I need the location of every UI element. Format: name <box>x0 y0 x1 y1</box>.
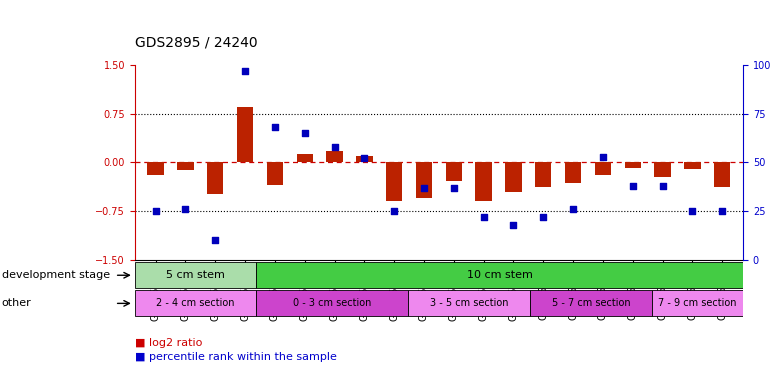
Bar <box>266 162 283 185</box>
Bar <box>326 151 343 162</box>
Text: 5 - 7 cm section: 5 - 7 cm section <box>551 298 631 308</box>
Bar <box>714 162 731 187</box>
Bar <box>535 162 551 187</box>
Bar <box>685 162 701 169</box>
Point <box>209 237 222 243</box>
Bar <box>416 162 432 198</box>
Bar <box>177 162 193 170</box>
Point <box>597 153 609 159</box>
Bar <box>135 290 256 316</box>
Bar <box>651 290 743 316</box>
Bar <box>256 290 409 316</box>
Point <box>149 208 162 214</box>
Bar <box>565 162 581 183</box>
Point <box>716 208 728 214</box>
Bar <box>296 154 313 162</box>
Text: development stage: development stage <box>2 270 109 280</box>
Point <box>627 183 639 189</box>
Bar <box>505 162 521 192</box>
Point <box>418 185 430 191</box>
Bar <box>475 162 492 201</box>
Point <box>686 208 698 214</box>
Point <box>447 185 460 191</box>
Point <box>299 130 311 136</box>
Point <box>477 214 490 220</box>
Text: 2 - 4 cm section: 2 - 4 cm section <box>156 298 235 308</box>
Point <box>388 208 400 214</box>
Text: GDS2895 / 24240: GDS2895 / 24240 <box>135 36 257 50</box>
Bar <box>237 107 253 162</box>
Bar <box>147 162 164 176</box>
Bar <box>135 262 256 288</box>
Text: 0 - 3 cm section: 0 - 3 cm section <box>293 298 372 308</box>
Bar <box>207 162 223 194</box>
Text: 3 - 5 cm section: 3 - 5 cm section <box>430 298 508 308</box>
Text: 5 cm stem: 5 cm stem <box>166 270 225 280</box>
Text: ■ percentile rank within the sample: ■ percentile rank within the sample <box>135 352 336 362</box>
Point <box>328 144 340 150</box>
Bar <box>654 162 671 177</box>
Bar <box>409 290 531 316</box>
Point <box>179 206 192 212</box>
Text: ■ log2 ratio: ■ log2 ratio <box>135 338 202 348</box>
Point <box>269 124 281 130</box>
Point <box>358 156 370 162</box>
Text: other: other <box>2 298 32 308</box>
Text: 7 - 9 cm section: 7 - 9 cm section <box>658 298 737 308</box>
Bar <box>256 262 743 288</box>
Point <box>537 214 550 220</box>
Point <box>239 68 251 74</box>
Bar <box>624 162 641 168</box>
Bar <box>594 162 611 176</box>
Bar <box>446 162 462 181</box>
Point <box>656 183 668 189</box>
Bar <box>531 290 651 316</box>
Bar <box>357 156 373 162</box>
Bar <box>386 162 403 201</box>
Text: 10 cm stem: 10 cm stem <box>467 270 533 280</box>
Point <box>507 222 520 228</box>
Point <box>567 206 579 212</box>
